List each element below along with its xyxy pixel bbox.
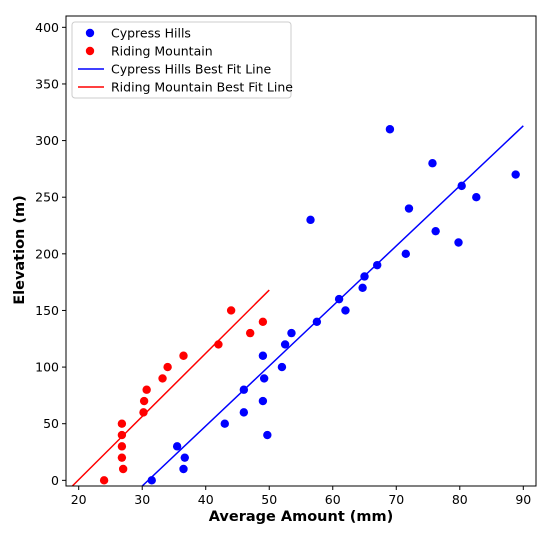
- data-point-s1-10: [259, 374, 269, 383]
- data-point-s2-6: [118, 464, 128, 474]
- data-point-s1-4: [180, 453, 189, 462]
- x-tick-label: 70: [388, 492, 404, 507]
- y-tick-label: 300: [35, 133, 59, 148]
- data-point-s1-17: [334, 294, 344, 304]
- data-point-s2-2: [117, 419, 127, 428]
- data-point-s1-11: [263, 430, 272, 440]
- x-tick-label: 30: [134, 492, 150, 507]
- data-point-s1-15: [306, 215, 315, 225]
- data-point-s1-18: [341, 306, 350, 315]
- legend-label-3: Cypress Hills Best Fit Line: [111, 62, 272, 77]
- data-point-s1-8: [258, 396, 268, 406]
- data-point-s1-19: [358, 283, 367, 293]
- data-point-s2-5: [117, 453, 127, 462]
- data-point-s1-20: [360, 272, 369, 281]
- x-axis-label: Average Amount (mm): [209, 509, 394, 525]
- data-point-s2-13: [214, 340, 223, 349]
- legend-box: [71, 21, 292, 99]
- x-tick-label: 60: [325, 492, 341, 507]
- data-point-s1-12: [277, 362, 287, 372]
- legend-label-1: Cypress Hills: [111, 26, 191, 41]
- data-point-s1-1: [147, 476, 156, 485]
- data-point-s2-12: [179, 351, 188, 360]
- data-point-s2-15: [245, 328, 255, 338]
- legend-marker-1: [85, 28, 95, 38]
- data-point-s1-26: [431, 226, 440, 236]
- y-tick-label: 0: [51, 473, 59, 488]
- plot-area: [71, 125, 524, 486]
- x-tick-label: 20: [71, 492, 87, 507]
- data-point-s1-13: [280, 340, 290, 349]
- data-point-s1-5: [220, 419, 229, 428]
- best-fit-line-2: [71, 289, 270, 486]
- data-point-s1-9: [258, 351, 268, 360]
- data-point-s2-3: [117, 430, 127, 440]
- data-point-s1-21: [373, 260, 382, 270]
- y-tick-label: 50: [43, 416, 59, 431]
- data-point-s1-2: [172, 442, 182, 451]
- y-axis-label: Elevation (m): [12, 195, 28, 305]
- y-tick-label: 200: [35, 246, 59, 261]
- y-tick-label: 250: [35, 190, 59, 205]
- x-tick-label: 50: [261, 492, 277, 507]
- legend-label-2: Riding Mountain: [111, 44, 213, 59]
- data-point-s1-22: [385, 125, 395, 134]
- y-tick-label: 100: [35, 360, 59, 375]
- data-point-s2-10: [158, 374, 167, 383]
- data-point-s2-11: [163, 362, 172, 372]
- data-point-s1-3: [179, 464, 188, 474]
- data-point-s1-28: [457, 181, 466, 191]
- data-point-s2-7: [139, 408, 148, 417]
- data-point-s1-16: [312, 317, 322, 326]
- data-point-s1-24: [404, 204, 414, 213]
- data-point-s1-29: [472, 193, 481, 202]
- y-tick-label: 150: [35, 303, 59, 318]
- data-point-s1-25: [428, 159, 437, 168]
- data-point-s1-30: [511, 170, 520, 179]
- data-point-s1-6: [239, 408, 249, 417]
- data-point-s1-23: [401, 249, 410, 259]
- plot-frame: [65, 15, 537, 487]
- legend-marker-2: [85, 46, 95, 56]
- x-tick-label: 40: [198, 492, 214, 507]
- axes: 20 30 40 50 60 70 80 90 0 50 100 150 200 250 300 350 400: [35, 15, 537, 507]
- data-point-s1-27: [454, 238, 463, 247]
- data-point-s2-9: [142, 385, 151, 394]
- data-point-s2-1: [99, 476, 109, 485]
- y-tick-label: 350: [35, 76, 59, 91]
- data-point-s2-16: [258, 317, 268, 326]
- legend-label-4: Riding Mountain Best Fit Line: [111, 80, 293, 95]
- y-tick-label: 400: [35, 20, 59, 35]
- data-point-s1-7: [239, 385, 249, 394]
- data-point-s2-4: [117, 442, 127, 451]
- legend: Cypress Hills Riding Mountain Cypress Hill…: [71, 21, 293, 99]
- data-point-s1-14: [287, 328, 296, 338]
- x-tick-label: 80: [452, 492, 468, 507]
- x-tick-label: 90: [515, 492, 531, 507]
- data-point-s2-14: [226, 306, 236, 315]
- data-point-s2-8: [139, 396, 149, 406]
